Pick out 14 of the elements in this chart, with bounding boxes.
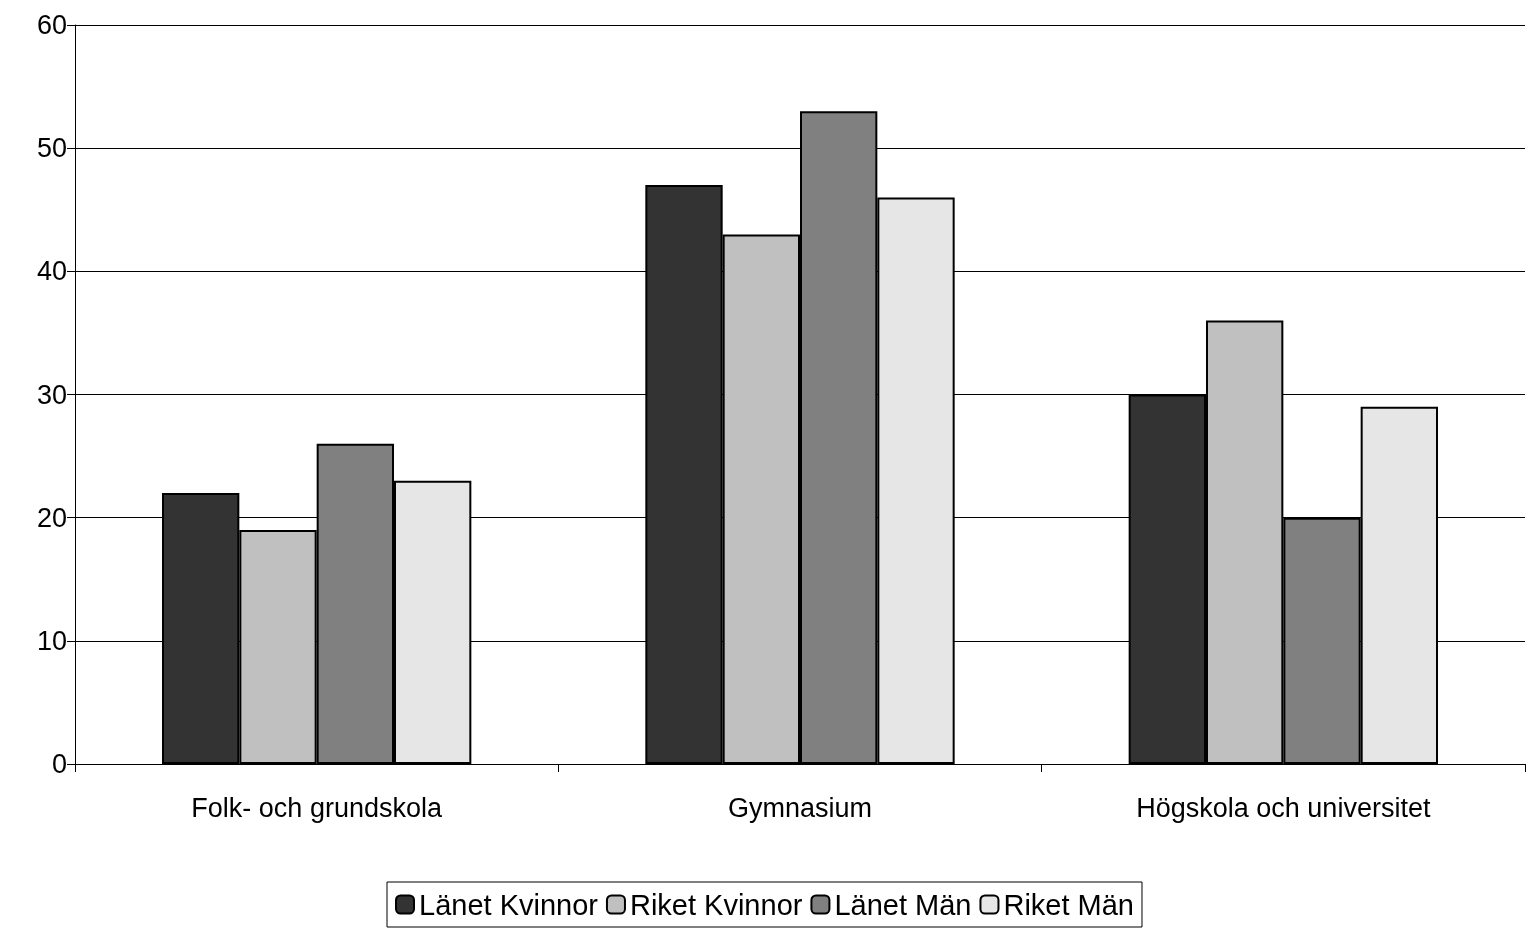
x-tick-label: Högskola och universitet [1136, 792, 1431, 823]
legend-label: Länet Män [834, 888, 972, 921]
legend-label: Länet Kvinnor [419, 888, 599, 921]
legend-label: Riket Män [1003, 888, 1134, 921]
y-tick-label: 30 [36, 379, 67, 410]
y-tick-label: 0 [51, 749, 67, 779]
y-tick-label: 40 [36, 256, 67, 287]
x-tick-label: Gymnasium [727, 792, 873, 823]
y-tick-label: 50 [36, 133, 67, 164]
legend-label: Riket Kvinnor [629, 888, 803, 921]
y-tick-label: 20 [36, 502, 67, 533]
x-tick-label: Folk- och grundskola [191, 792, 443, 823]
y-tick-label: 10 [36, 625, 67, 656]
y-tick-label: 60 [36, 10, 67, 40]
